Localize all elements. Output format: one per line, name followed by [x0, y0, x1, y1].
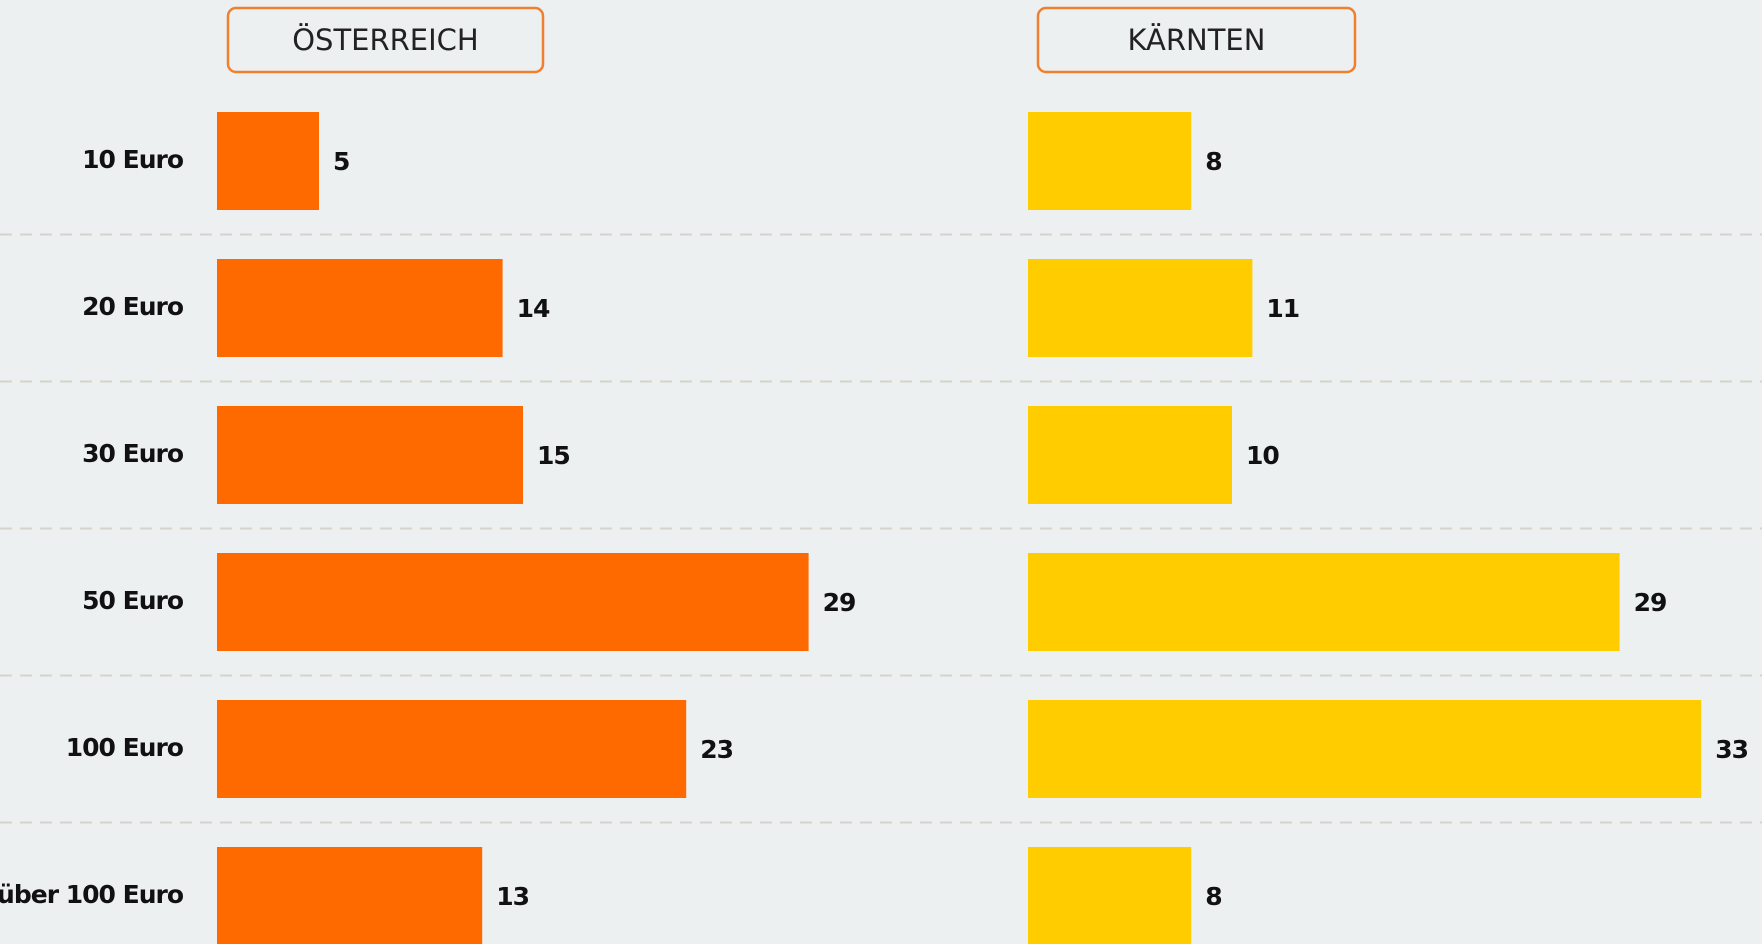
bar — [217, 553, 809, 651]
value-label: 33 — [1715, 735, 1748, 764]
series-header-box — [1036, 6, 1357, 74]
value-label: 5 — [333, 147, 349, 176]
value-label: 8 — [1205, 882, 1221, 911]
value-label: 11 — [1266, 294, 1299, 323]
category-label: 10 Euro — [82, 145, 184, 174]
value-label: 23 — [700, 735, 733, 764]
bar — [217, 112, 319, 210]
value-label: 15 — [537, 441, 570, 470]
bar — [217, 847, 483, 944]
bar — [1028, 847, 1192, 944]
bar — [1028, 700, 1702, 798]
value-label: 8 — [1205, 147, 1221, 176]
series-header-box — [226, 6, 545, 74]
category-label: 50 Euro — [82, 586, 184, 615]
bar — [1028, 553, 1620, 651]
value-label: 10 — [1246, 441, 1279, 470]
bar — [1028, 259, 1253, 357]
category-label: 20 Euro — [82, 292, 184, 321]
value-label: 13 — [496, 882, 529, 911]
bar — [1028, 406, 1232, 504]
bar — [217, 700, 687, 798]
category-label: über 100 Euro — [0, 880, 184, 909]
series-header: KÄRNTEN — [1128, 23, 1266, 57]
bar — [1028, 112, 1192, 210]
value-label: 14 — [517, 294, 550, 323]
category-label: 30 Euro — [82, 439, 184, 468]
value-label: 29 — [1634, 588, 1667, 617]
bar — [217, 259, 503, 357]
category-label: 100 Euro — [66, 733, 184, 762]
bar — [217, 406, 523, 504]
series-header: ÖSTERREICH — [292, 23, 479, 57]
value-label: 29 — [823, 588, 856, 617]
